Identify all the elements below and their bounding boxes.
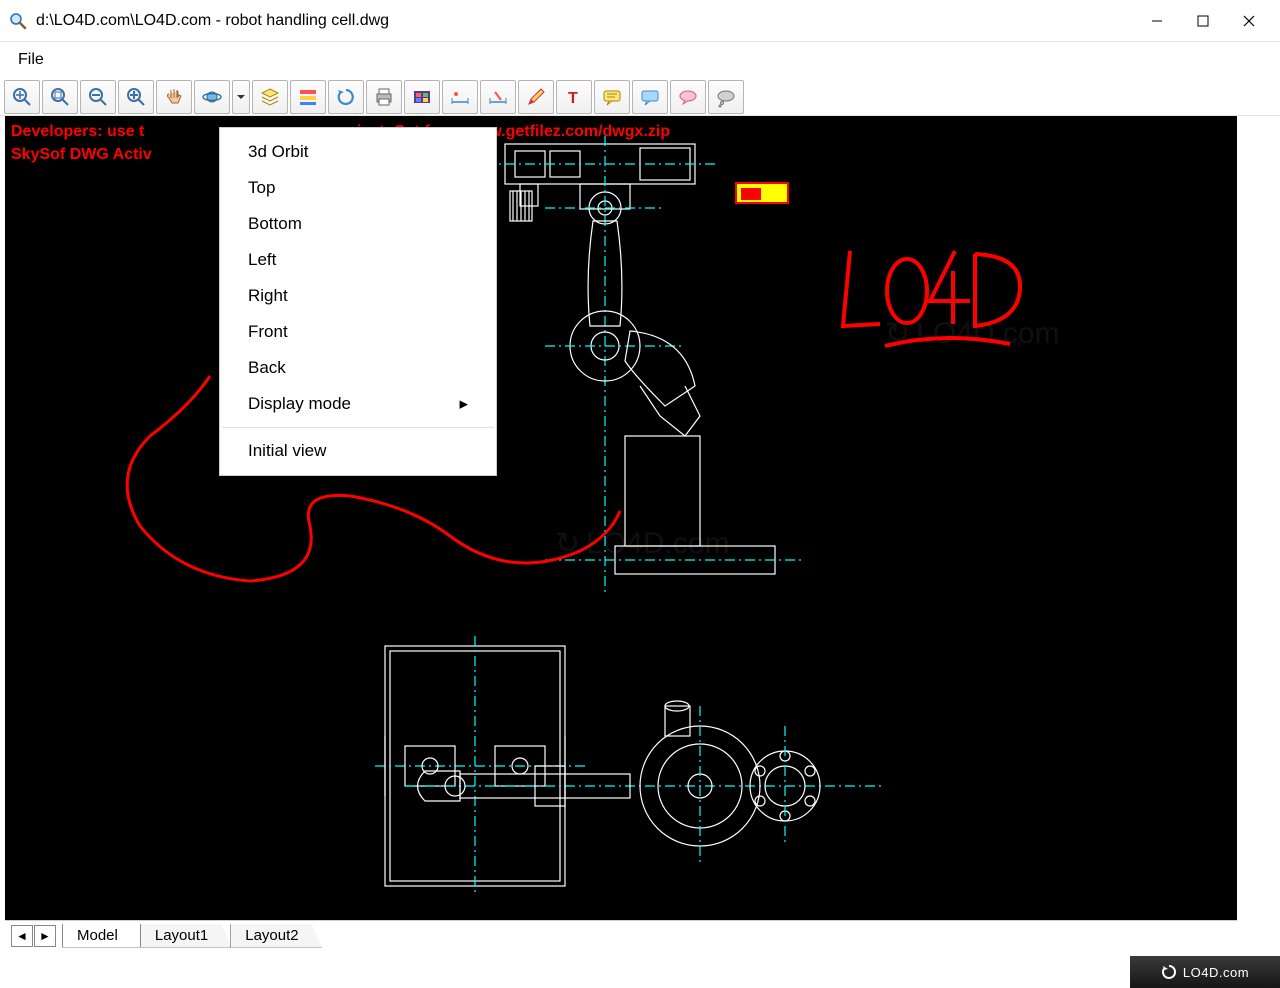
menubar: File — [0, 42, 1280, 78]
magnifier-icon — [8, 11, 28, 31]
maximize-button[interactable] — [1180, 5, 1226, 37]
zoom-window-button[interactable] — [42, 80, 78, 114]
tab-next-button[interactable]: ► — [34, 925, 56, 947]
dropdown-item-initial-view[interactable]: Initial view — [220, 433, 496, 469]
pencil-button[interactable] — [518, 80, 554, 114]
view-dropdown-button[interactable] — [232, 80, 250, 114]
dropdown-item-right[interactable]: Right — [220, 278, 496, 314]
raster-button[interactable] — [404, 80, 440, 114]
dropdown-item-display-mode[interactable]: Display mode ▸ — [220, 386, 496, 422]
dropdown-item-back[interactable]: Back — [220, 350, 496, 386]
lo4d-handwriting — [835, 236, 1035, 366]
minimize-button[interactable] — [1134, 5, 1180, 37]
dropdown-item-bottom[interactable]: Bottom — [220, 206, 496, 242]
dimension1-button[interactable] — [442, 80, 478, 114]
view-dropdown-menu: 3d Orbit Top Bottom Left Right Front Bac… — [219, 127, 497, 476]
dropdown-item-front[interactable]: Front — [220, 314, 496, 350]
yellow-tag — [735, 182, 789, 204]
regen-button[interactable] — [328, 80, 364, 114]
comment-button[interactable] — [632, 80, 668, 114]
pan-button[interactable] — [156, 80, 192, 114]
footer-brand: LO4D.com — [1130, 956, 1280, 988]
refresh-icon — [1161, 964, 1177, 980]
note-button[interactable] — [594, 80, 630, 114]
zoom-out-button[interactable] — [80, 80, 116, 114]
robot-arm-top — [405, 676, 885, 896]
orbit-button[interactable] — [194, 80, 230, 114]
tab-model[interactable]: Model — [62, 924, 141, 948]
text-button[interactable]: T — [556, 80, 592, 114]
tab-prev-button[interactable]: ◄ — [11, 925, 33, 947]
drawing-canvas[interactable]: Developers: use t project. Get from www.… — [5, 116, 1237, 920]
layer-properties-button[interactable] — [290, 80, 326, 114]
window-controls — [1134, 5, 1272, 37]
chevron-right-icon: ▸ — [459, 394, 468, 414]
close-button[interactable] — [1226, 5, 1272, 37]
comment-bubble-button[interactable] — [708, 80, 744, 114]
dropdown-submenu-label: Display mode — [248, 394, 351, 414]
dimension2-button[interactable] — [480, 80, 516, 114]
svg-text:T: T — [568, 90, 578, 107]
menu-file[interactable]: File — [10, 47, 52, 73]
zoom-extents-button[interactable] — [4, 80, 40, 114]
print-button[interactable] — [366, 80, 402, 114]
titlebar: d:\LO4D.com\LO4D.com - robot handling ce… — [0, 0, 1280, 42]
dropdown-separator — [222, 427, 494, 428]
dropdown-item-top[interactable]: Top — [220, 170, 496, 206]
dropdown-item-3d-orbit[interactable]: 3d Orbit — [220, 134, 496, 170]
window-title: d:\LO4D.com\LO4D.com - robot handling ce… — [36, 12, 1134, 30]
toolbar: T — [0, 78, 1280, 116]
comment-cloud-button[interactable] — [670, 80, 706, 114]
layers-button[interactable] — [252, 80, 288, 114]
tabs-bar: ◄ ► Model Layout1 Layout2 — [5, 920, 1237, 950]
tab-layout1[interactable]: Layout1 — [140, 924, 231, 948]
dropdown-item-left[interactable]: Left — [220, 242, 496, 278]
footer-brand-label: LO4D.com — [1183, 965, 1249, 980]
zoom-in-button[interactable] — [118, 80, 154, 114]
tab-layout2[interactable]: Layout2 — [230, 924, 321, 948]
